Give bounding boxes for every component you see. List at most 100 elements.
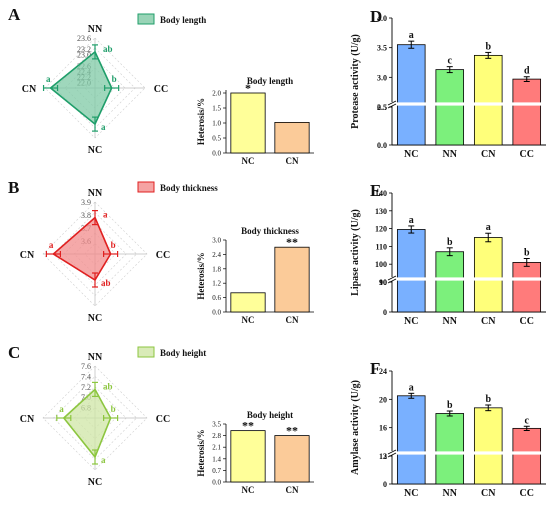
chart-title: Body length: [247, 76, 293, 86]
significance-letter: b: [111, 404, 116, 414]
bar: [274, 122, 310, 154]
y-axis-label: Heterosis/%: [196, 98, 206, 145]
grid-ring: [42, 201, 148, 307]
legend-swatch: [137, 346, 155, 358]
significance-letter: a: [101, 455, 106, 465]
radial-tick-label: 7.6: [81, 362, 91, 371]
bar: [274, 435, 310, 483]
y-tick-label: 0: [383, 308, 387, 317]
significance-letter: a: [103, 210, 108, 220]
axis-label-nn: NN: [88, 188, 103, 199]
axis-label-nc: NC: [88, 145, 102, 156]
y-axis-label: Lipase activity (U/g): [350, 209, 361, 296]
x-tick-label: NC: [404, 488, 418, 499]
radial-tick-label: 7.4: [81, 372, 91, 381]
significance-letter: d: [524, 66, 530, 77]
heterosis-chart: Body length Heterosis/% 0.0 0.5 1.0 1.5 2.0 NC *…: [196, 76, 314, 166]
x-tick-label: CC: [520, 316, 534, 327]
significance-letter: ab: [103, 44, 113, 54]
significance-letter: b: [447, 400, 453, 411]
y-axis-label: Amylase activity (U/g): [350, 380, 361, 475]
axis-label-nc: NC: [88, 313, 102, 324]
bar: [230, 92, 266, 154]
significance-marker: **: [242, 419, 254, 433]
panel-label: B: [8, 178, 19, 197]
y-tick-label: 0.0: [212, 479, 221, 487]
y-tick-label: 3.0: [377, 73, 387, 82]
panel-label: A: [8, 5, 21, 24]
bar: [473, 237, 503, 313]
significance-letter: b: [524, 248, 530, 259]
x-tick-label: NN: [443, 488, 458, 499]
axis-label-nc: NC: [88, 477, 102, 488]
y-tick-label: 1.4: [212, 455, 221, 463]
data-polygon: [49, 50, 113, 126]
significance-marker: **: [286, 235, 298, 249]
y-axis-label: Heterosis/%: [196, 429, 206, 476]
axis-break-band: [393, 102, 546, 106]
significance-letter: b: [112, 74, 117, 84]
significance-marker: **: [286, 424, 298, 438]
radial-tick-label: 7.2: [81, 383, 91, 392]
significance-letter: c: [448, 56, 453, 67]
heterosis-chart: Body thickness Heterosis/% 0.0 0.6 1.2 1.8 2.4…: [196, 226, 314, 325]
data-polygon: [62, 388, 112, 459]
axis-break-mark: [387, 100, 397, 106]
y-axis-label: Protease activity (U/g): [350, 34, 361, 129]
significance-letter: b: [111, 240, 116, 250]
axis-break-mark: [387, 449, 397, 455]
axis-label-nn: NN: [88, 24, 103, 35]
radial-tick-label: 3.9: [81, 198, 91, 207]
x-tick-label: NC: [242, 156, 255, 166]
y-tick-label: 3.5: [212, 421, 221, 429]
axis-break-mark: [387, 452, 397, 458]
y-tick-label: 2.0: [212, 90, 221, 98]
bar: [274, 246, 310, 313]
bar: [396, 395, 426, 485]
x-tick-label: CC: [520, 488, 534, 499]
axis-break-band: [393, 277, 546, 281]
axis-label-cc: CC: [156, 250, 170, 261]
panel-label: F: [370, 359, 380, 378]
axis-break-gap: [388, 102, 396, 106]
significance-letter: a: [49, 240, 54, 250]
y-tick-label: 3.5: [377, 44, 387, 53]
y-tick-label: 3: [383, 452, 387, 461]
x-tick-label: NN: [443, 316, 458, 327]
legend-label: Body length: [160, 15, 206, 25]
significance-letter: b: [485, 41, 491, 52]
heterosis-chart: Body height Heterosis/% 0.0 0.7 1.4 2.1 2.8 3.5…: [196, 410, 314, 495]
axis-break-gap: [388, 451, 396, 455]
significance-letter: a: [409, 215, 414, 226]
y-tick-label: 10: [379, 278, 387, 287]
x-tick-label: NN: [443, 149, 458, 160]
y-tick-label: 0.5: [377, 103, 387, 112]
y-tick-label: 0: [383, 480, 387, 489]
axis-break-mark: [387, 278, 397, 284]
significance-letter: a: [486, 222, 491, 233]
bar: [512, 427, 542, 485]
bar: [230, 430, 266, 483]
significance-marker: *: [245, 81, 251, 95]
y-tick-label: 0.6: [212, 294, 221, 302]
significance-letter: a: [101, 122, 106, 132]
y-tick-label: 1.8: [212, 265, 221, 273]
legend-label: Body thickness: [160, 183, 218, 193]
bar: [435, 69, 465, 146]
axis-break-mark: [387, 275, 397, 281]
axis-label-cc: CC: [154, 84, 168, 95]
axis-label-nn: NN: [88, 352, 103, 363]
y-tick-label: 0.0: [212, 150, 221, 158]
y-tick-label: 120: [375, 225, 387, 234]
y-tick-label: 140: [375, 189, 387, 198]
significance-letter: a: [409, 382, 414, 393]
significance-letter: a: [59, 404, 64, 414]
significance-letter: b: [485, 394, 491, 405]
significance-letter: c: [525, 415, 530, 426]
bar: [435, 251, 465, 313]
grid-ring: [42, 365, 148, 471]
bar: [473, 54, 503, 146]
